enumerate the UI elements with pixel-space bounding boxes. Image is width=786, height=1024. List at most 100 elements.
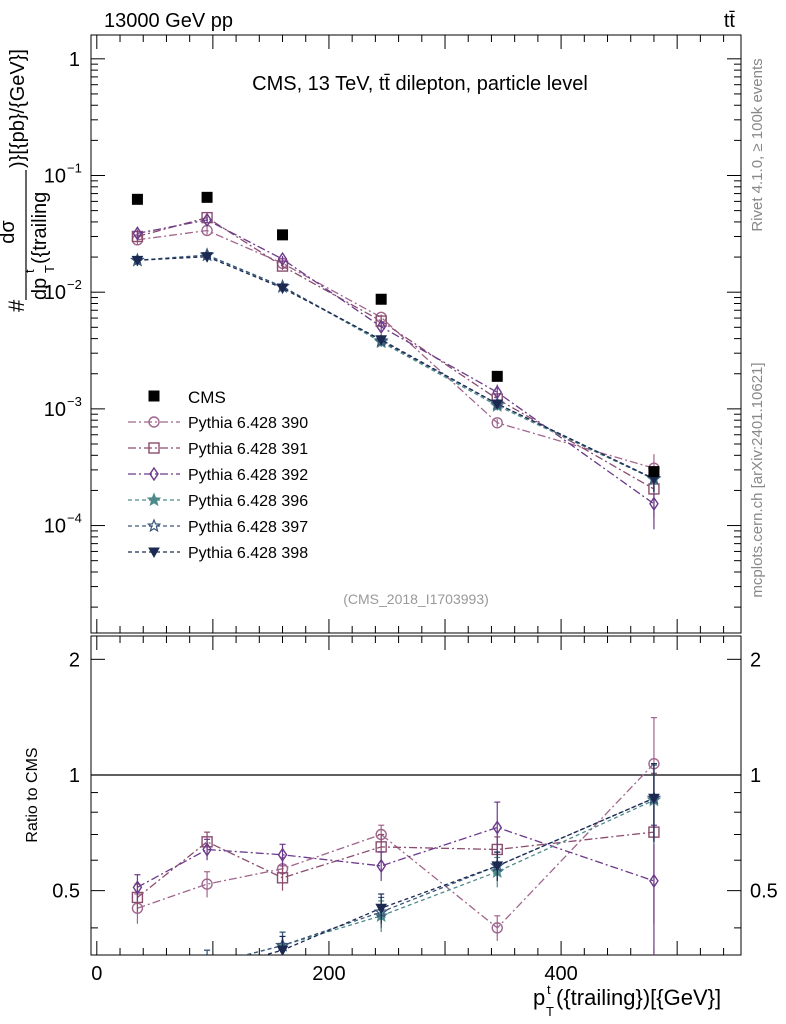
- legend-entry-3: Pythia 6.428 392: [128, 466, 308, 484]
- energy-label: 13000 GeV pp: [104, 10, 233, 32]
- x-tick-label: 200: [312, 963, 345, 985]
- legend-marker: [149, 466, 159, 482]
- legend-entry-5: Pythia 6.428 397: [128, 518, 308, 536]
- ratio-data-point: [276, 945, 289, 955]
- legend-marker-cms: [148, 390, 160, 402]
- main-data-point: [376, 319, 387, 335]
- main-y-tick-label: 10: [44, 516, 66, 538]
- axis-ticks: [91, 35, 741, 955]
- ratio-y-tick-label-right: 1: [750, 765, 761, 787]
- main-series-3: [132, 212, 659, 530]
- legend-entry-2: Pythia 6.428 391: [128, 441, 308, 458]
- ratio-data-point: [132, 970, 143, 981]
- main-series-6: [131, 252, 660, 492]
- main-y-tick-label: 10: [44, 282, 66, 304]
- x-tick-label: 400: [544, 963, 577, 985]
- main-ylabel-denominator: dp: [29, 278, 51, 300]
- main-ylabel-denominator-sub: T: [42, 265, 57, 273]
- legend-marker: [148, 442, 160, 454]
- ratio-series-line: [243, 797, 655, 955]
- legend-label: Pythia 6.428 390: [188, 415, 308, 432]
- legend-label: Pythia 6.428 391: [188, 441, 308, 458]
- ratio-series-2: [131, 772, 660, 924]
- legend-marker: [148, 416, 160, 428]
- legend-entry-4: Pythia 6.428 396: [128, 492, 308, 510]
- ratio-y-tick-label-left: 0.5: [52, 881, 80, 903]
- cms-data-series: [131, 191, 660, 478]
- main-data-point: [276, 283, 289, 295]
- ratio-y-tick-label-left: 2: [69, 649, 80, 671]
- cms-data-point: [131, 193, 143, 205]
- x-tick-label: 0: [91, 963, 102, 985]
- legend-entry-6: Pythia 6.428 398: [128, 545, 308, 562]
- x-axis-label: p t T ({trailing})[{GeV}]: [533, 982, 721, 1019]
- cms-data-point: [648, 466, 660, 478]
- main-data-point: [375, 335, 388, 346]
- ratio-data-point: [202, 842, 212, 857]
- ratio-data-point: [201, 878, 213, 890]
- ratio-plot-frame: [90, 635, 742, 956]
- main-y-tick-exponent: −4: [67, 511, 82, 526]
- x-axis-label-sub: T: [546, 1004, 554, 1019]
- main-series-line: [137, 219, 655, 505]
- main-y-tick-exponent: −2: [67, 277, 82, 292]
- ratio-series-3: [132, 801, 659, 955]
- ratio-data-point: [491, 861, 504, 872]
- main-ylabel-denominator-rest: ({trailing: [29, 192, 51, 264]
- main-series-line: [137, 256, 655, 480]
- cms-data-point: [491, 370, 503, 382]
- x-axis-label-p: p: [533, 985, 545, 1010]
- mcplots-label: mcplots.cern.ch [arXiv:2401.10621]: [749, 362, 766, 597]
- main-y-tick-label: 10: [44, 166, 66, 188]
- legend-entry-cms: CMS: [148, 388, 226, 407]
- ratio-data-point: [491, 922, 503, 934]
- ratio-data-point: [132, 972, 142, 981]
- main-data-point: [132, 226, 143, 241]
- main-y-tick-exponent: −1: [67, 161, 82, 176]
- main-data-point: [491, 399, 504, 410]
- ratio-data-point: [132, 970, 143, 981]
- legend-label: Pythia 6.428 397: [188, 519, 308, 536]
- main-plot-frame: [90, 34, 742, 634]
- rivet-version-label: Rivet 4.1.0, ≥ 100k events: [749, 58, 766, 231]
- ratio-data-point: [201, 959, 212, 970]
- main-panel-series: [130, 191, 662, 530]
- ratio-series-6: [132, 763, 660, 981]
- ratio-data-point: [649, 873, 659, 889]
- ratio-series-line: [137, 826, 655, 888]
- legend-label: Pythia 6.428 396: [188, 493, 308, 510]
- ratio-series-line: [262, 797, 655, 955]
- main-data-point: [277, 251, 288, 267]
- main-data-point: [201, 252, 213, 263]
- ratio-data-point: [201, 959, 212, 970]
- ratio-series-line: [243, 799, 655, 955]
- ratio-data-point: [132, 880, 143, 895]
- process-label: tt̄: [724, 10, 736, 32]
- plot-title: CMS, 13 TeV, tt̄ dilepton, particle leve…: [252, 73, 588, 95]
- cms-data-point: [201, 191, 213, 203]
- main-ylabel-prefix: #: [4, 299, 29, 312]
- main-series-line: [137, 254, 655, 480]
- legend-label: Pythia 6.428 392: [188, 467, 308, 484]
- ratio-data-point: [376, 858, 387, 874]
- main-ylabel-denominator-sup: t: [22, 269, 37, 273]
- x-axis-label-sup: t: [547, 982, 551, 997]
- main-data-point: [491, 417, 503, 429]
- main-y-tick-exponent: −3: [67, 394, 82, 409]
- main-ylabel-suffix: )}[{pb}/{GeV}]: [7, 49, 29, 168]
- x-axis-label-rest: ({trailing})[{GeV}]: [556, 985, 721, 1010]
- main-y-tick-label: 1: [69, 49, 80, 71]
- legend-label-cms: CMS: [188, 388, 226, 407]
- ratio-y-tick-label-left: 1: [69, 765, 80, 787]
- axis-tick-labels: 110−110−210−310 −40.5 0.51 12 20 200 400: [44, 49, 778, 985]
- main-data-point: [131, 255, 144, 267]
- ratio-series-line: [136, 831, 654, 899]
- ratio-series-1: [131, 717, 660, 941]
- ratio-data-point: [202, 966, 212, 975]
- legend-marker: [146, 492, 162, 507]
- ratio-data-point: [375, 903, 388, 915]
- analysis-id: (CMS_2018_I1703993): [343, 591, 489, 607]
- cms-data-point: [277, 229, 289, 241]
- main-ylabel-numerator: dσ: [0, 220, 19, 244]
- ratio-data-point: [492, 820, 503, 835]
